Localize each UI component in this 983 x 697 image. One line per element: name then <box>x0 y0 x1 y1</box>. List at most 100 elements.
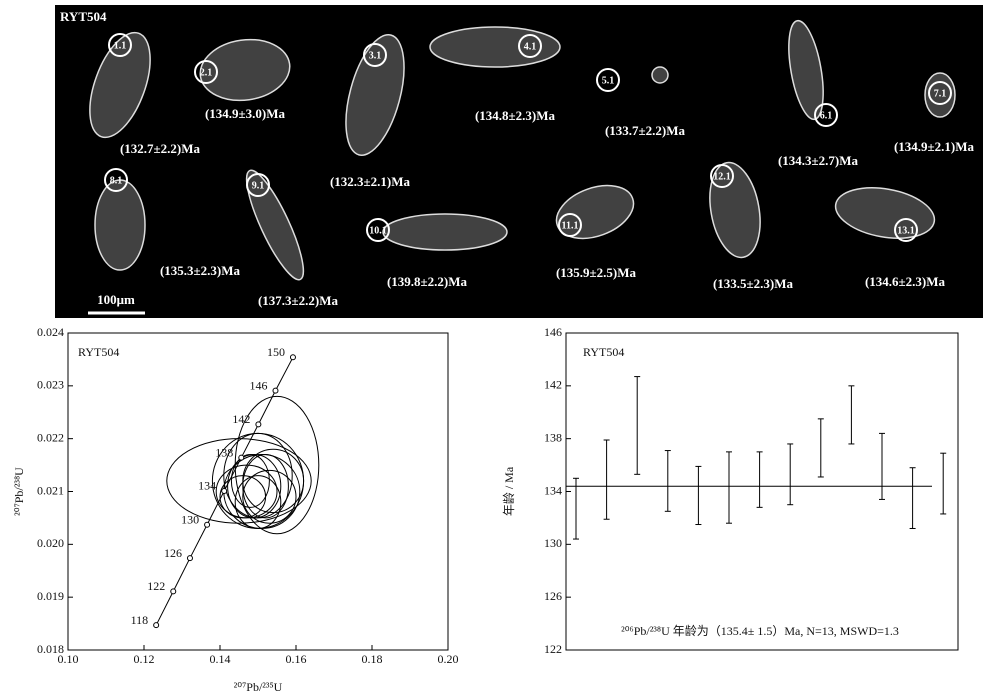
y-tick-label: 0.023 <box>37 378 64 392</box>
spot-age: (135.3±2.3)Ma <box>160 263 241 278</box>
zircon-grain <box>199 38 291 102</box>
spot-age: (132.3±2.1)Ma <box>330 174 411 189</box>
sample-label: RYT504 <box>583 345 624 359</box>
error-ellipse <box>223 432 293 519</box>
age-label: 134 <box>198 479 216 493</box>
zircon-grain <box>245 169 305 281</box>
spot-circle <box>928 81 952 105</box>
concordia-point <box>255 421 262 428</box>
spot-age: (133.5±2.3)Ma <box>713 276 794 291</box>
spot-label: 7.1 <box>934 88 947 99</box>
x-tick-label: 0.12 <box>134 652 155 666</box>
spot-label: 9.1 <box>252 180 265 191</box>
spot-circle <box>108 33 132 57</box>
x-tick-label: 0.10 <box>58 652 79 666</box>
spot-circle <box>596 68 620 92</box>
error-ellipse <box>230 454 270 508</box>
y-tick-label: 0.020 <box>37 536 64 550</box>
spot-label: 8.1 <box>110 175 123 186</box>
spot-circle <box>710 164 734 188</box>
spot-age: (134.8±2.3)Ma <box>475 108 556 123</box>
zircon-grain <box>788 19 824 121</box>
y-tick-label: 138 <box>544 430 562 444</box>
plot-frame <box>565 332 959 651</box>
spot-label: 2.1 <box>200 67 213 78</box>
spot-circle <box>894 218 918 242</box>
age-label: 150 <box>267 345 285 359</box>
x-tick-label: 0.20 <box>438 652 459 666</box>
y-tick-label: 146 <box>544 325 562 339</box>
concordia-point <box>238 454 245 461</box>
concordia-point <box>221 487 228 494</box>
age-label: 138 <box>215 445 233 459</box>
error-ellipse <box>234 475 282 529</box>
spot-age: (133.7±2.2)Ma <box>605 123 686 138</box>
y-tick-label: 0.024 <box>37 325 64 339</box>
spot-age: (132.7±2.2)Ma <box>120 141 201 156</box>
spot-age: (134.6±2.3)Ma <box>865 274 946 289</box>
spot-circle <box>104 168 128 192</box>
error-ellipse <box>242 469 297 524</box>
spot-circle <box>814 103 838 127</box>
concordia-point <box>186 555 193 562</box>
spot-circle <box>246 173 270 197</box>
spot-circle <box>518 34 542 58</box>
spot-circle <box>194 60 218 84</box>
spot-label: 3.1 <box>369 50 382 61</box>
x-tick-label: 0.18 <box>362 652 383 666</box>
photo-labels: RYT504 100μm 1.1 (132.7±2.2)Ma 2.1 (134.9±3… <box>60 9 975 315</box>
age-label: 122 <box>147 579 165 593</box>
y-tick-label: 142 <box>544 378 562 392</box>
concordia-point <box>153 622 160 629</box>
zircon-grain <box>834 187 936 239</box>
spot-age: (134.3±2.7)Ma <box>778 153 859 168</box>
y-tick-label: 0.022 <box>37 430 64 444</box>
zircon-grain <box>345 34 405 156</box>
concordia-point <box>289 354 296 361</box>
annotation: ²⁰⁶Pb/²³⁸U 年龄为（135.4± 1.5）Ma, N=13, MSWD… <box>621 624 899 638</box>
age-label: 142 <box>232 412 250 426</box>
zircon-grain <box>94 179 146 271</box>
spot-label: 10.1 <box>369 225 387 236</box>
y-tick-label: 134 <box>544 483 562 497</box>
error-ellipse <box>242 454 289 519</box>
x-tick-label: 0.14 <box>210 652 231 666</box>
spot-label: 12.1 <box>713 171 731 182</box>
y-tick-label: 0.021 <box>37 483 64 497</box>
y-tick-label: 0.019 <box>37 589 64 603</box>
spot-label: 6.1 <box>820 110 833 121</box>
spot-label: 5.1 <box>602 75 615 86</box>
zircon-grain <box>555 184 635 240</box>
sample-label: RYT504 <box>78 345 119 359</box>
age-label: 118 <box>131 613 149 627</box>
y-tick-label: 126 <box>544 589 562 603</box>
spot-label: 13.1 <box>897 225 915 236</box>
y-tick-label: 0.018 <box>37 642 64 656</box>
y-tick-label: 122 <box>544 642 562 656</box>
spot-age: (137.3±2.2)Ma <box>258 293 339 308</box>
zircon-grain <box>382 213 508 251</box>
age-label: 130 <box>181 513 199 527</box>
sample-label: RYT504 <box>60 9 107 24</box>
spot-label: 11.1 <box>562 220 579 231</box>
spot-circle <box>363 43 387 67</box>
concordia-point <box>204 521 211 528</box>
age-label: 146 <box>249 378 267 392</box>
x-axis-label: ²⁰⁷Pb/²³⁵U <box>234 680 283 694</box>
y-axis-label: 年龄 / Ma <box>502 466 516 516</box>
x-tick-label: 0.16 <box>286 652 307 666</box>
error-ellipse <box>166 438 312 524</box>
concordia-point <box>272 387 279 394</box>
zircon-grain <box>651 66 669 84</box>
spot-age: (134.9±2.1)Ma <box>894 139 975 154</box>
spot-circle <box>366 218 390 242</box>
spot-age: (134.9±3.0)Ma <box>205 106 286 121</box>
spot-label: 4.1 <box>524 41 537 52</box>
spot-age: (135.9±2.5)Ma <box>556 265 637 280</box>
spot-label: 1.1 <box>114 40 127 51</box>
concordia-point <box>170 588 177 595</box>
age-label: 126 <box>164 546 182 560</box>
spot-circle <box>558 213 582 237</box>
spot-age: (139.8±2.2)Ma <box>387 274 468 289</box>
